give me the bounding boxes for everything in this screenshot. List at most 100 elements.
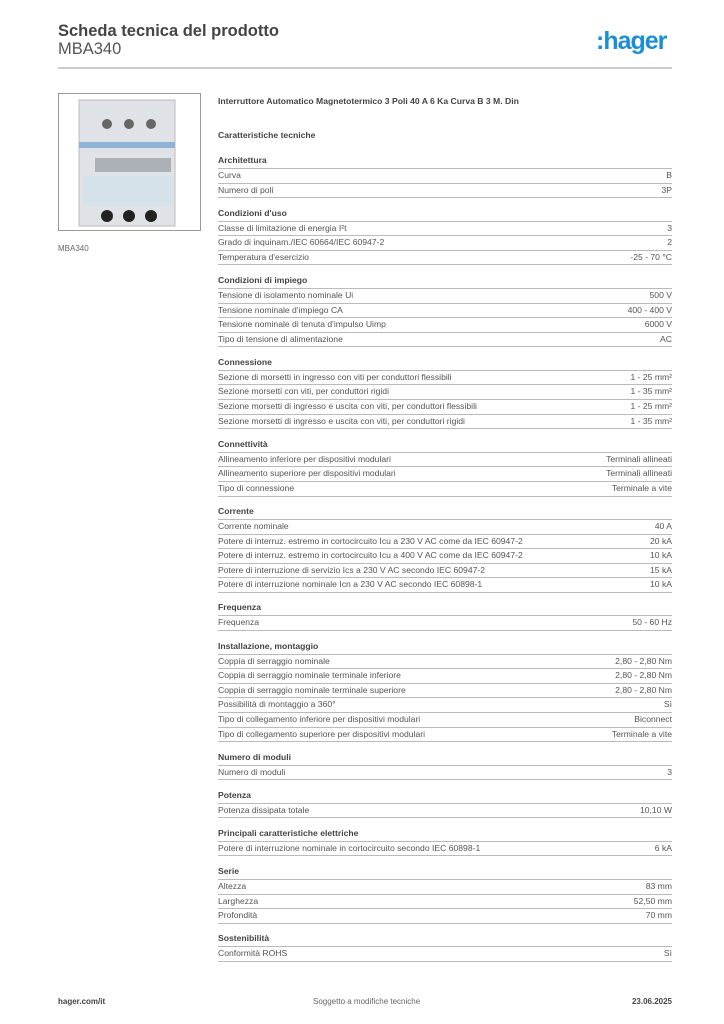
spec-row: Tipo di connessione Terminale a vite [218,482,672,497]
spec-label: Coppia di serraggio nominale [218,655,330,666]
spec-row: Possibilità di montaggio a 360° Sì [218,698,672,713]
hager-logo: :hager [596,27,667,55]
spec-row: Potere di interruzione nominale Icn a 23… [218,578,672,593]
section-header: Installazione, montaggio [218,640,672,655]
spec-label: Larghezza [218,895,259,906]
spec-value: 3 [667,766,672,777]
section-header: Serie [218,865,672,880]
spec-label: Corrente nominale [218,521,289,531]
footer-date: 23.06.2025 [631,997,672,1006]
spec-row: Frequenza 50 - 60 Hz [218,616,672,632]
spec-value: 50 - 60 Hz [632,617,672,628]
section-header: Architettura [218,154,672,169]
specs-table: Architettura Curva B Numero di poli 3P Condiz… [218,154,672,970]
spec-value: 500 V [649,289,672,300]
page-title: Scheda tecnica del prodotto [58,22,279,40]
spec-value: 1 - 25 mm² [630,401,672,412]
spec-label: Tipo di connessione [218,482,295,493]
spec-row: Sezione di morsetti in ingresso con viti… [218,371,672,386]
spec-label: Coppia di serraggio nominale terminale s… [218,684,406,695]
spec-value: 1 - 25 mm² [630,371,672,382]
spec-label: Potere di interruzione nominale Icn a 23… [218,579,483,590]
product-name: Interruttore Automatico Magnetotermico 3… [218,96,519,106]
spec-row: Sezione morsetti di ingresso e uscita co… [218,415,672,430]
spec-label: Tipo di tensione di alimentazione [218,333,343,344]
spec-label: Numero di moduli [218,766,286,777]
spec-label: Tensione nominale di tenuta d'impulso Ui… [218,319,386,330]
spec-row: Tipo di collegamento superiore per dispo… [218,728,672,743]
header-divider [58,67,672,69]
spec-section: Installazione, montaggio Coppia di serrag… [218,640,672,743]
spec-section: Corrente Corrente nominale 40 A Potere di i… [218,505,672,593]
spec-section: Architettura Curva B Numero di poli 3P [218,154,672,199]
spec-label: Allineamento inferiore per dispositivi m… [218,453,391,464]
spec-value: 2,80 - 2,80 Nm [615,684,672,695]
spec-label: Tipo di collegamento superiore per dispo… [218,728,425,739]
spec-row: Tipo di collegamento inferiore per dispo… [218,713,672,728]
spec-value: Terminali allineati [606,453,672,464]
spec-label: Temperatura d'esercizio [218,251,309,262]
spec-section: Serie Altezza 83 mm Larghezza 52,50 mm Profon… [218,865,672,924]
section-header: Sostenibilità [218,932,672,948]
section-header: Connettività [218,438,672,453]
spec-row: Tensione nominale d'impiego CA 400 - 400 … [218,304,672,319]
spec-row: Curva B [218,169,672,184]
spec-label: Sezione morsetti di ingresso e uscita co… [218,415,465,426]
spec-label: Numero di poli [218,184,274,195]
spec-value: 70 mm [645,910,672,921]
spec-value: Terminale a vite [611,728,672,739]
spec-row: Potere di interruzione nominale in corto… [218,842,672,857]
spec-value: -25 - 70 °C [630,251,672,262]
spec-value: 2,80 - 2,80 Nm [615,670,672,681]
spec-row: Potere di interruz. estremo in cortocirc… [218,535,672,550]
spec-section: Numero di moduli Numero di moduli 3 [218,751,672,781]
spec-label: Coppia di serraggio nominale terminale i… [218,670,401,681]
spec-row: Conformità ROHS Sì [218,947,672,962]
spec-row: Potenza dissipata totale 10,10 W [218,804,672,819]
section-header: Condizioni d'uso [218,207,672,222]
spec-row: Potere di interruzione di servizio Ics a… [218,564,672,579]
spec-label: Potere di interruz. estremo in cortocirc… [218,535,523,546]
spec-section: Condizioni di impiego Tensione di isolame… [218,274,672,348]
spec-row: Corrente nominale 40 A [218,520,672,535]
section-header: Corrente [218,505,672,520]
spec-value: 10 kA [650,579,672,590]
spec-section: Connessione Sezione di morsetti in ingres… [218,356,672,430]
spec-row: Coppia di serraggio nominale 2,80 - 2,80 … [218,655,672,670]
spec-row: Temperatura d'esercizio -25 - 70 °C [218,251,672,266]
spec-value: 3 [667,222,672,233]
spec-row: Numero di moduli 3 [218,766,672,781]
spec-label: Grado di inquinam./IEC 60664/IEC 60947-2 [218,237,385,248]
spec-row: Classe di limitazione di energia I²t 3 [218,222,672,237]
spec-value: 3P [661,184,672,195]
section-header: Connessione [218,356,672,371]
footer-website[interactable]: hager.com/it [58,997,106,1006]
spec-label: Altezza [218,880,247,891]
spec-value: 10 kA [650,550,672,561]
spec-label: Profondità [218,910,258,921]
spec-row: Allineamento superiore per dispositivi m… [218,467,672,482]
spec-label: Tensione di isolamento nominale Ui [218,289,354,300]
spec-value: 83 mm [645,880,672,891]
spec-row: Tensione di isolamento nominale Ui 500 V [218,289,672,304]
product-model: MBA340 [58,40,122,58]
spec-label: Curva [218,170,241,180]
spec-section: Frequenza Frequenza 50 - 60 Hz [218,601,672,632]
spec-label: Conformità ROHS [218,948,288,959]
spec-value: Biconnect [634,713,672,724]
spec-row: Potere di interruz. estremo in cortocirc… [218,549,672,564]
spec-value: 1 - 35 mm² [630,386,672,397]
spec-section: Principali caratteristiche elettriche Pot… [218,827,672,857]
spec-value: 6 kA [654,842,672,853]
spec-label: Sezione di morsetti in ingresso con viti… [218,371,452,382]
spec-label: Potere di interruzione di servizio Ics a… [218,564,486,575]
spec-row: Tipo di tensione di alimentazione AC [218,333,672,348]
spec-value: 40 A [654,521,672,531]
spec-row: Larghezza 52,50 mm [218,895,672,910]
spec-value: 2,80 - 2,80 Nm [615,655,672,666]
section-header: Principali caratteristiche elettriche [218,827,672,842]
spec-row: Numero di poli 3P [218,184,672,199]
section-header: Numero di moduli [218,751,672,766]
spec-row: Profondità 70 mm [218,909,672,924]
